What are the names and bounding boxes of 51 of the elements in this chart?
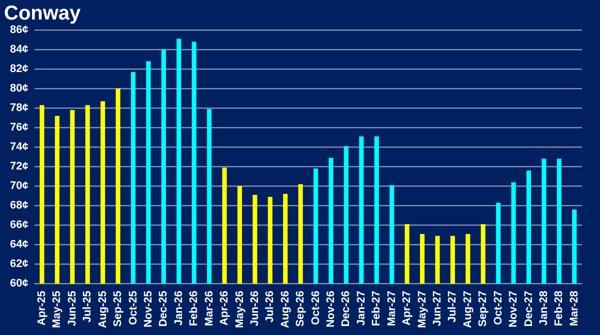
x-tick-label: May-26 [234, 290, 246, 328]
x-tick-label: Apr-26 [218, 290, 231, 326]
x-tick-label: Oct-27 [492, 290, 504, 325]
y-tick-label: 82¢ [10, 63, 28, 76]
y-tick-label: 68¢ [10, 200, 28, 212]
y-tick-label: 62¢ [10, 258, 28, 270]
x-tick-label: Nov-25 [142, 290, 154, 328]
chart-title: Conway [4, 2, 82, 25]
y-tick-label: 80¢ [10, 82, 28, 95]
x-tick-label: Mar-28 [568, 290, 580, 326]
x-tick-label: Feb-28 [553, 290, 566, 326]
x-tick-label: Dec-25 [158, 290, 170, 327]
y-tick-label: 66¢ [10, 219, 28, 232]
x-tick-label: Sep-26 [294, 290, 307, 327]
x-tick-label: Feb-26 [188, 290, 200, 326]
x-tick-label: Nov-26 [325, 290, 338, 328]
x-tick-label: Jun-26 [248, 290, 261, 326]
y-tick-label: 64¢ [10, 238, 28, 251]
x-tick-label: May-25 [51, 290, 64, 328]
x-tick-label: Aug-26 [279, 290, 292, 328]
y-tick-label: 70¢ [10, 180, 28, 192]
x-tick-label: Sep-25 [112, 290, 124, 327]
x-tick-label: Jan-28 [538, 290, 550, 326]
x-tick-label: Dec-26 [340, 290, 352, 327]
y-tick-label: 84¢ [10, 44, 28, 56]
x-tick-label: Mar-27 [386, 290, 398, 326]
y-tick-label: 86¢ [10, 24, 28, 36]
x-tick-label: Oct-25 [127, 290, 140, 325]
x-tick-label: Jun-27 [432, 290, 444, 326]
x-tick-label: Aug-27 [462, 290, 474, 328]
x-tick-label: Oct-26 [310, 290, 322, 325]
x-tick-label: Mar-26 [203, 290, 216, 326]
y-tick-label: 72¢ [10, 160, 28, 173]
x-tick-label: Sep-27 [477, 290, 490, 327]
x-tick-label: Jan-27 [355, 290, 368, 326]
x-tick-label: Jul-25 [82, 290, 94, 322]
x-tick-label: Jan-26 [172, 290, 185, 326]
x-tick-label: Aug-25 [96, 290, 109, 328]
y-tick-label: 74¢ [10, 141, 28, 154]
x-tick-label: Dec-27 [522, 290, 535, 327]
y-tick-label: 60¢ [10, 278, 28, 290]
x-tick-label: Jul-27 [446, 290, 459, 322]
x-tick-label: Jul-26 [264, 290, 276, 322]
x-tick-label: Feb-27 [370, 290, 383, 326]
y-tick-label: 78¢ [10, 102, 28, 114]
x-tick-label: Nov-27 [508, 290, 520, 328]
x-tick-label: Apr-27 [401, 290, 414, 326]
x-tick-label: May-27 [416, 290, 428, 328]
x-tick-label: Jun-25 [66, 290, 78, 326]
y-tick-label: 76¢ [10, 122, 28, 134]
x-tick-label: Apr-25 [36, 290, 48, 326]
